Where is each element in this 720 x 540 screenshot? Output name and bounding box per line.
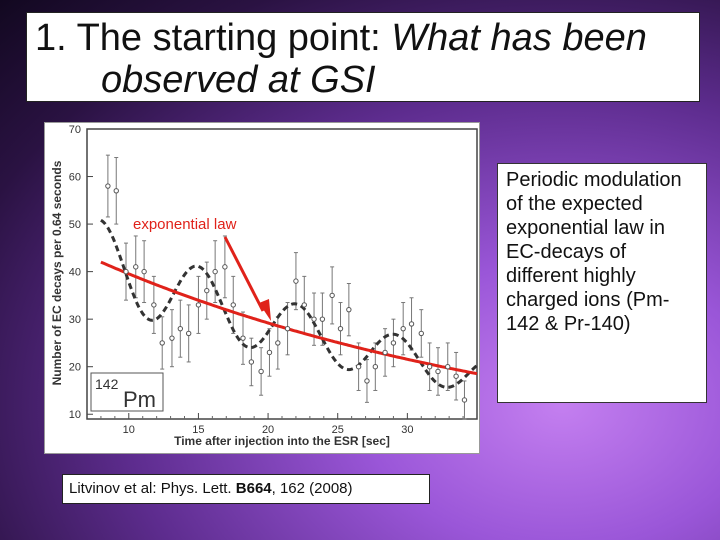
y-tick-label-20: 20 [69, 362, 81, 374]
data-point-16 [248, 359, 255, 365]
data-point-11 [204, 287, 210, 294]
data-point-13 [222, 264, 228, 270]
data-point-0 [105, 183, 111, 189]
x-tick-label-30: 30 [401, 424, 413, 436]
data-point-15 [240, 335, 246, 341]
data-point-34 [408, 321, 415, 327]
x-tick-label-10: 10 [123, 424, 135, 436]
data-point-8 [177, 325, 184, 332]
data-point-23 [311, 316, 317, 322]
data-point-37 [435, 368, 441, 375]
slide-title: 1. The starting point: What has been obs… [26, 12, 700, 102]
data-point-6 [159, 340, 165, 346]
data-point-28 [355, 364, 362, 370]
title-italic-1: What has been [391, 17, 647, 59]
citation-suffix: , 162 (2008) [271, 480, 353, 497]
data-point-35 [418, 330, 424, 337]
y-tick-label-30: 30 [69, 314, 81, 326]
data-point-25 [329, 292, 335, 299]
citation-box: Litvinov et al: Phys. Lett. B664, 162 (2… [62, 474, 430, 504]
x-axis-label: Time after injection into the ESR [sec] [174, 434, 390, 448]
x-tick-label-25: 25 [332, 424, 344, 436]
data-points [105, 183, 468, 403]
title-italic-2: observed at GSI [101, 59, 376, 101]
data-point-29 [364, 378, 370, 384]
data-point-21 [293, 278, 299, 284]
exponential-law-arrow-shaft [223, 236, 265, 312]
data-point-14 [230, 302, 236, 308]
data-point-9 [185, 330, 192, 337]
data-point-3 [133, 264, 139, 270]
description-box: Periodic modulation of the expected expo… [497, 163, 707, 403]
data-point-19 [275, 340, 281, 346]
data-point-7 [169, 335, 175, 341]
pm-label-box [90, 372, 164, 412]
y-tick-label-70: 70 [69, 124, 81, 136]
data-point-27 [346, 306, 352, 313]
citation-volume: B664 [235, 480, 272, 497]
data-point-33 [400, 325, 406, 332]
exponential-law-arrow-head [259, 299, 271, 321]
ticks-layer: 10 20 30 40 50 60 70 10 15 20 25 30 [69, 124, 414, 436]
data-point-1 [113, 188, 119, 194]
data-point-24 [319, 316, 326, 322]
description-text: Periodic modulation of the expected expo… [506, 169, 682, 335]
decay-chart: 10 20 30 40 50 60 70 10 15 20 25 30 Number of EC de… [44, 122, 480, 454]
data-point-39 [453, 373, 459, 379]
modulated-fit-line [100, 218, 478, 389]
pm-mass-number: 142 [95, 376, 119, 392]
data-point-38 [445, 364, 451, 370]
pm-element-symbol: Pm [123, 387, 156, 412]
data-point-36 [426, 364, 433, 370]
data-point-12 [212, 268, 218, 275]
data-point-30 [372, 364, 379, 370]
data-point-10 [195, 302, 202, 308]
grid-layer [100, 416, 464, 419]
title-plain: 1. The starting point: [35, 17, 392, 59]
data-point-17 [258, 368, 264, 375]
y-tick-label-60: 60 [69, 172, 81, 184]
exponential-law-label: exponential law [133, 216, 237, 233]
data-point-20 [284, 325, 291, 332]
data-point-4 [141, 268, 147, 275]
data-point-5 [151, 302, 157, 308]
data-point-31 [382, 349, 388, 356]
data-point-2 [123, 268, 129, 275]
data-point-40 [461, 397, 468, 403]
x-tick-label-15: 15 [192, 424, 204, 436]
y-axis-label: Number of EC decays per 0.64 seconds [50, 160, 64, 385]
y-tick-label-40: 40 [69, 267, 81, 279]
decay-chart-svg: 10 20 30 40 50 60 70 10 15 20 25 30 Number of EC de… [50, 124, 478, 448]
y-tick-label-10: 10 [69, 409, 81, 421]
data-point-32 [390, 340, 397, 346]
data-point-18 [266, 349, 273, 356]
x-tick-label-20: 20 [262, 424, 274, 436]
data-point-22 [301, 302, 307, 308]
y-tick-label-50: 50 [69, 219, 81, 231]
citation-prefix: Litvinov et al: Phys. Lett. [69, 480, 236, 497]
data-point-26 [337, 325, 344, 332]
